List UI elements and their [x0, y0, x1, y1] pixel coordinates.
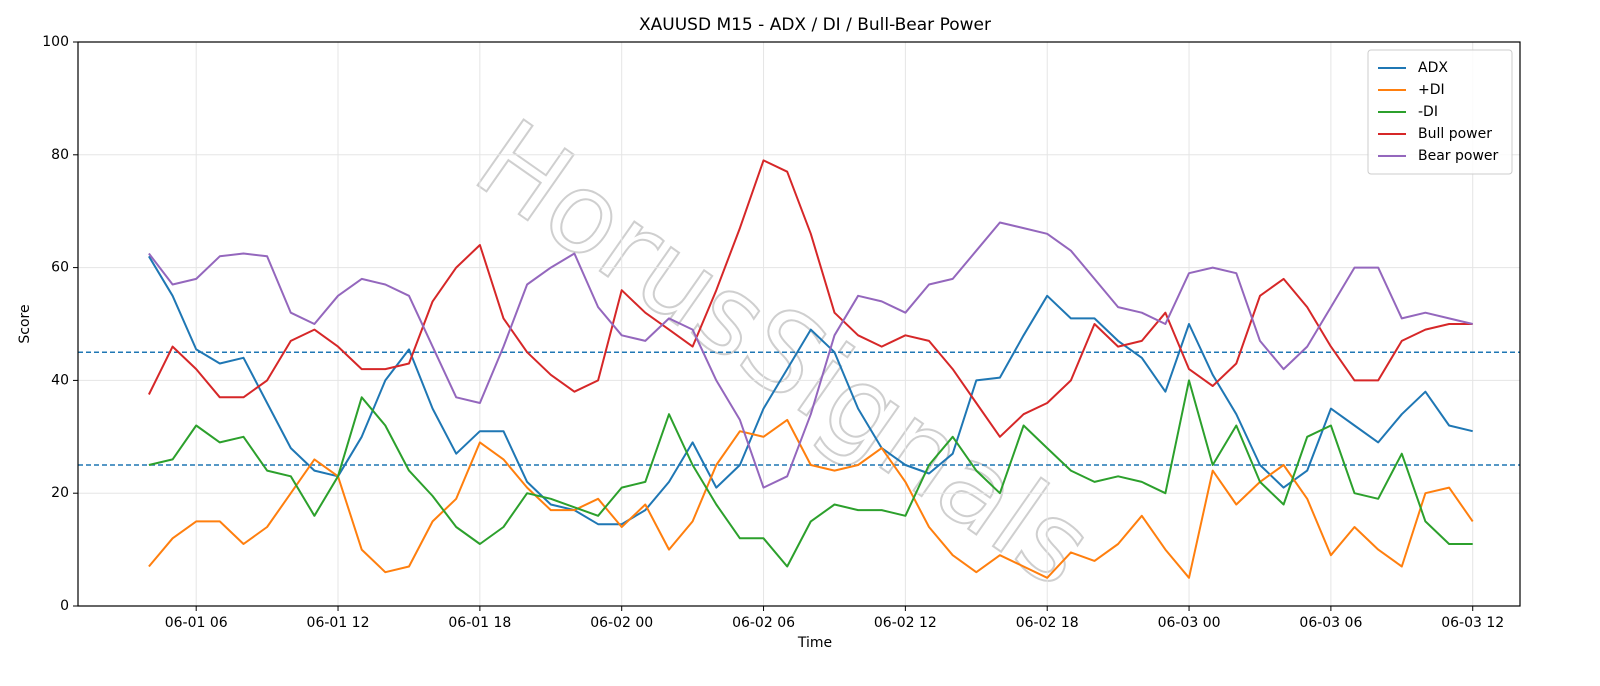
plot-frame	[77, 41, 1521, 607]
legend-box	[1367, 49, 1513, 175]
x-tick-label: 06-02 18	[1016, 615, 1079, 631]
chart-title: XAUUSD M15 - ADX / DI / Bull-Bear Power	[639, 15, 991, 35]
y-tick-label: 40	[51, 372, 69, 388]
x-tick-label: 06-01 06	[165, 615, 228, 631]
x-tick-label: 06-02 12	[874, 615, 937, 631]
legend-label: ADX	[1418, 60, 1448, 76]
y-tick-label: 20	[51, 485, 69, 501]
y-tick-label: 0	[60, 598, 69, 614]
y-tick-label: 60	[51, 260, 69, 276]
x-axis-label: Time	[797, 635, 832, 651]
x-tick-label: 06-02 06	[732, 615, 795, 631]
series-line	[148, 418, 1474, 579]
x-tick-label: 06-02 00	[590, 615, 653, 631]
legend-label: Bull power	[1418, 126, 1492, 142]
x-tick-label: 06-01 18	[448, 615, 511, 631]
series-line	[148, 379, 1473, 568]
y-tick-label: 80	[51, 147, 69, 163]
series-line	[148, 255, 1473, 526]
x-tick-label: 06-03 12	[1441, 615, 1504, 631]
x-tick-label: 06-01 12	[307, 615, 370, 631]
y-tick-label: 100	[42, 34, 69, 50]
legend-label: +DI	[1418, 82, 1445, 98]
series-line	[148, 221, 1473, 489]
x-tick-label: 06-03 00	[1158, 615, 1221, 631]
legend-label: Bear power	[1418, 148, 1499, 164]
legend-label: -DI	[1418, 104, 1438, 120]
x-tick-label: 06-03 06	[1299, 615, 1362, 631]
y-axis-label: Score	[17, 304, 33, 343]
